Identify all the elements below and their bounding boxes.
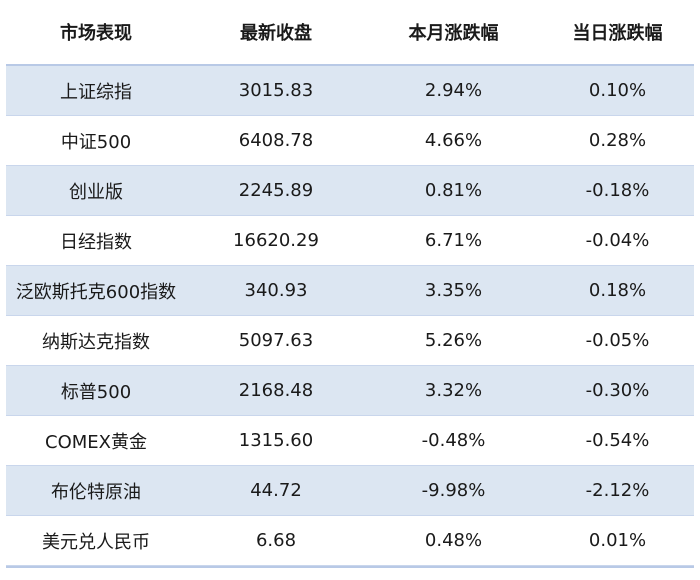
- row-daily-change: -0.18%: [585, 180, 650, 201]
- row-monthly-change: 2.94%: [424, 80, 483, 101]
- row-monthly-change: 4.66%: [424, 130, 483, 151]
- row-latest-close: 6.68: [255, 530, 297, 551]
- header-daily-change: 当日涨跌幅: [572, 23, 663, 44]
- table-row: 泛欧斯托克600指数 340.93 3.35% 0.18%: [6, 266, 694, 316]
- row-daily-change: 0.18%: [588, 280, 647, 301]
- table-row: 美元兑人民币 6.68 0.48% 0.01%: [6, 516, 694, 566]
- header-latest-close: 最新收盘: [240, 23, 312, 44]
- row-market-name: COMEX黄金: [45, 431, 147, 453]
- row-daily-change: 0.01%: [588, 530, 647, 551]
- table-row: 创业版 2245.89 0.81% -0.18%: [6, 166, 694, 216]
- row-monthly-change: 6.71%: [424, 230, 483, 251]
- table-row: 纳斯达克指数 5097.63 5.26% -0.05%: [6, 316, 694, 366]
- row-market-name: 布伦特原油: [51, 481, 141, 503]
- row-market-name: 美元兑人民币: [42, 531, 150, 553]
- table-row: 日经指数 16620.29 6.71% -0.04%: [6, 216, 694, 266]
- table-row: 布伦特原油 44.72 -9.98% -2.12%: [6, 466, 694, 516]
- row-market-name: 泛欧斯托克600指数: [15, 281, 177, 303]
- row-market-name: 日经指数: [60, 231, 132, 253]
- header-market: 市场表现: [60, 23, 132, 44]
- table-row: 标普500 2168.48 3.32% -0.30%: [6, 366, 694, 416]
- row-monthly-change: 3.35%: [424, 280, 483, 301]
- row-daily-change: -0.54%: [585, 430, 650, 451]
- row-daily-change: 0.28%: [588, 130, 647, 151]
- row-monthly-change: -9.98%: [421, 480, 486, 501]
- row-latest-close: 2245.89: [238, 180, 314, 201]
- row-market-name: 标普500: [60, 381, 132, 403]
- row-market-name: 中证500: [60, 131, 132, 153]
- row-market-name: 上证综指: [60, 81, 132, 103]
- row-latest-close: 2168.48: [238, 380, 314, 401]
- row-monthly-change: 5.26%: [424, 330, 483, 351]
- row-daily-change: -2.12%: [585, 480, 650, 501]
- row-latest-close: 1315.60: [238, 430, 314, 451]
- table-row: COMEX黄金 1315.60 -0.48% -0.54%: [6, 416, 694, 466]
- row-monthly-change: 3.32%: [424, 380, 483, 401]
- row-market-name: 纳斯达克指数: [42, 331, 150, 353]
- market-performance-table: 市场表现 最新收盘 本月涨跌幅 当日涨跌幅 上证综指 3015.83 2.94%…: [6, 0, 694, 568]
- row-monthly-change: -0.48%: [421, 430, 486, 451]
- row-daily-change: -0.30%: [585, 380, 650, 401]
- row-daily-change: 0.10%: [588, 80, 647, 101]
- table-row: 上证综指 3015.83 2.94% 0.10%: [6, 66, 694, 116]
- row-monthly-change: 0.81%: [424, 180, 483, 201]
- row-latest-close: 340.93: [244, 280, 308, 301]
- row-latest-close: 6408.78: [238, 130, 314, 151]
- row-latest-close: 16620.29: [233, 230, 319, 251]
- table-header-row: 市场表现 最新收盘 本月涨跌幅 当日涨跌幅: [6, 0, 694, 66]
- row-monthly-change: 0.48%: [424, 530, 483, 551]
- row-latest-close: 5097.63: [238, 330, 314, 351]
- table-row: 中证500 6408.78 4.66% 0.28%: [6, 116, 694, 166]
- row-daily-change: -0.05%: [585, 330, 650, 351]
- row-latest-close: 44.72: [250, 480, 302, 501]
- row-daily-change: -0.04%: [585, 230, 650, 251]
- row-latest-close: 3015.83: [238, 80, 314, 101]
- row-market-name: 创业版: [69, 181, 123, 203]
- header-monthly-change: 本月涨跌幅: [408, 23, 499, 44]
